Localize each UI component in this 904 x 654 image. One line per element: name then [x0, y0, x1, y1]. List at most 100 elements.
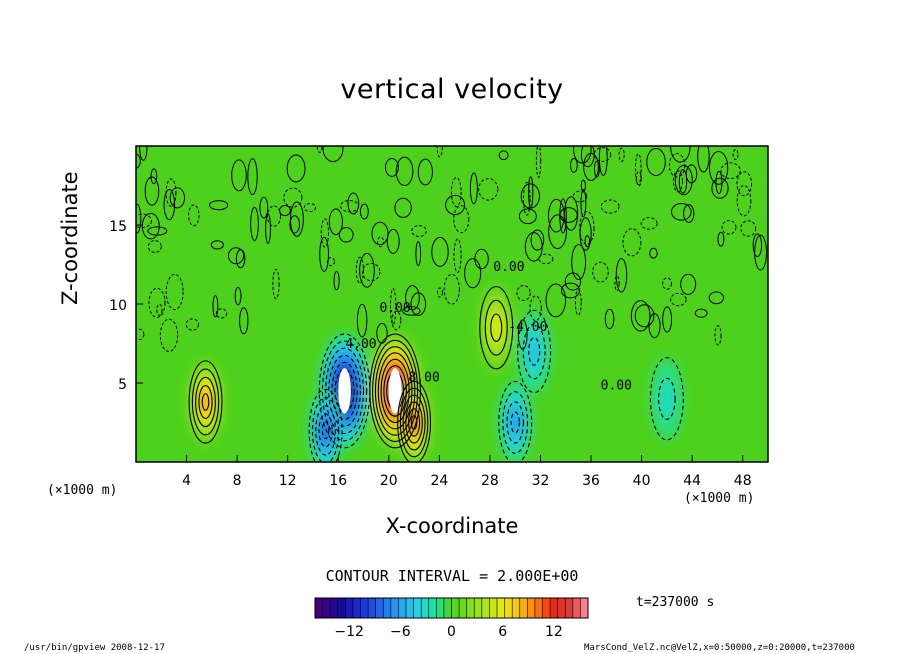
chart-title: vertical velocity — [340, 74, 564, 105]
contour-label-2: 8.00 — [409, 370, 440, 385]
colorbar-segment-24 — [497, 598, 506, 618]
contour-7-3 — [490, 313, 503, 342]
noise-contour-41 — [144, 176, 160, 206]
noise-contour-93 — [231, 159, 247, 192]
noise-contour-120 — [333, 270, 340, 291]
noise-contour-127 — [618, 147, 625, 162]
noise-contour-106 — [405, 285, 420, 311]
noise-contour-24 — [535, 146, 542, 178]
noise-contour-20 — [614, 275, 620, 292]
noise-contour-35 — [478, 178, 499, 201]
colorbar-segment-9 — [383, 598, 392, 618]
footer-right: MarsCond_VelZ.nc@VelZ,x=0:50000,z=0:2000… — [584, 643, 855, 653]
noise-contour-17 — [389, 288, 397, 325]
noise-contour-85 — [159, 318, 179, 352]
colorbar-segment-3 — [337, 598, 346, 618]
contour-2-5 — [408, 408, 421, 437]
colorbar-segment-7 — [368, 598, 377, 618]
noise-contour-61 — [250, 206, 259, 241]
field-blob-4-5 — [322, 422, 329, 439]
noise-contour-141 — [185, 318, 199, 331]
noise-contour-25 — [740, 220, 757, 237]
contour-5-3 — [506, 401, 524, 444]
contour-0-4 — [198, 384, 213, 419]
contour-3-5 — [331, 361, 358, 420]
noise-contour-130 — [604, 308, 615, 330]
x-axis-unit: (×1000 m) — [684, 491, 755, 506]
noise-contour-144 — [474, 248, 489, 270]
contour-8-1 — [649, 357, 684, 441]
colorbar-segment-20 — [466, 598, 475, 618]
colorbar-segment-6 — [360, 598, 369, 618]
noise-contour-3 — [580, 189, 587, 218]
noise-contour-28 — [208, 200, 229, 211]
y-tick-label-2: 15 — [109, 219, 127, 235]
noise-contour-86 — [615, 258, 628, 293]
x-tick-label-2: 12 — [279, 473, 297, 489]
noise-contour-94 — [636, 170, 642, 187]
noise-contour-123 — [538, 253, 554, 265]
noise-contour-111 — [469, 172, 478, 205]
contour-label-1: 4.00 — [345, 337, 376, 352]
noise-contour-153 — [391, 310, 402, 331]
y-tick-label-1: 10 — [109, 298, 127, 314]
x-tick-label-9: 40 — [633, 473, 651, 489]
noise-contour-116 — [671, 203, 692, 221]
noise-contour-126 — [528, 176, 534, 209]
noise-contour-82 — [169, 187, 186, 209]
footer-left: /usr/bin/gpview 2008-12-17 — [24, 643, 165, 653]
contour-0-2 — [191, 368, 220, 436]
noise-contour-132 — [523, 181, 531, 216]
noise-contour-81 — [736, 184, 752, 217]
y-axis-unit: (×1000 m) — [47, 483, 118, 498]
noise-contour-158 — [227, 247, 245, 265]
noise-contour-135 — [247, 158, 258, 196]
colorbar-segment-0 — [315, 598, 324, 618]
noise-contour-92 — [564, 272, 582, 291]
colorbar-segment-13 — [413, 598, 422, 618]
noise-contour-6 — [362, 262, 381, 282]
contour-1-3 — [374, 346, 416, 436]
contour-4-5 — [321, 421, 330, 440]
x-tick-label-5: 24 — [430, 473, 448, 489]
noise-contour-119 — [662, 306, 673, 333]
noise-contour-8 — [593, 160, 600, 178]
noise-contour-136 — [210, 240, 224, 250]
noise-contour-23 — [694, 308, 708, 318]
contour-8-2 — [658, 377, 676, 420]
noise-contour-98 — [443, 273, 460, 305]
colorbar-segment-2 — [330, 598, 339, 618]
contour-4-1 — [308, 388, 343, 462]
noise-contour-143 — [600, 199, 620, 214]
noise-contour-112 — [498, 150, 509, 161]
colorbar-segment-33 — [565, 598, 574, 618]
extreme-core-1 — [388, 368, 402, 414]
noise-contour-58 — [630, 300, 651, 332]
x-tick-label-0: 4 — [182, 473, 191, 489]
noise-contour-155 — [648, 313, 661, 339]
noise-contour-10 — [359, 252, 375, 288]
noise-contour-54 — [548, 198, 565, 233]
noise-contour-146 — [598, 146, 608, 176]
noise-contour-117 — [721, 220, 737, 235]
colorbar-segment-26 — [512, 598, 521, 618]
noise-contour-115 — [266, 205, 282, 227]
field-blob-5-4 — [511, 412, 520, 433]
noise-contour-151 — [548, 214, 567, 250]
contour-5-1 — [498, 380, 533, 462]
contour-2-1 — [397, 380, 432, 462]
noise-contour-87 — [139, 146, 148, 161]
colorbar-segment-16 — [436, 598, 445, 618]
noise-contour-91 — [674, 165, 693, 196]
contour-6-1 — [517, 309, 552, 394]
noise-contour-104 — [188, 204, 200, 227]
contour-2-4 — [405, 401, 423, 444]
noise-contour-42 — [156, 303, 163, 316]
field-blob-0-5 — [202, 393, 209, 411]
contour-3-3 — [325, 347, 365, 435]
x-tick-label-11: 48 — [734, 473, 752, 489]
noise-contour-83 — [377, 236, 385, 248]
contour-interval-label: CONTOUR INTERVAL = 2.000E+00 — [325, 567, 579, 585]
colorbar-tick-label-3: 6 — [498, 624, 507, 640]
colorbar-segment-1 — [322, 598, 331, 618]
